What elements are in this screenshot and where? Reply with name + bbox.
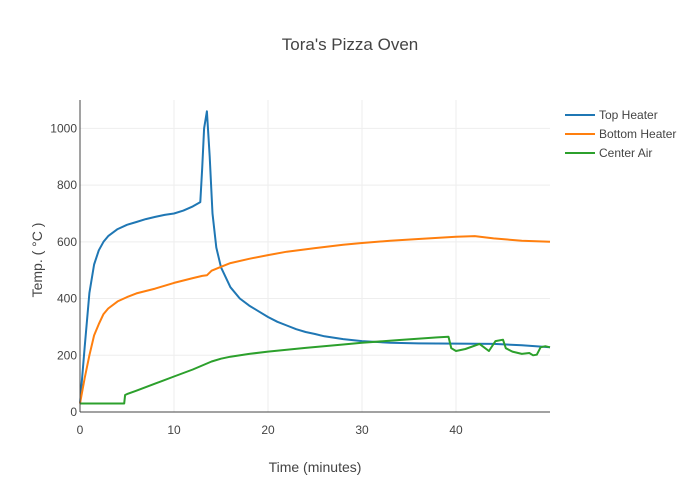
chart-title: Tora's Pizza Oven — [282, 35, 418, 54]
series-lines — [79, 110, 551, 405]
y-axis-title: Temp. ( °C ) — [29, 223, 45, 298]
y-tick-label: 800 — [57, 178, 77, 192]
series-line-center-air — [80, 335, 551, 405]
legend[interactable]: Top Heater Bottom Heater Center Air — [565, 108, 676, 160]
y-tick-label: 1000 — [50, 121, 77, 135]
y-tick-label: 400 — [57, 292, 77, 306]
legend-item-top-heater[interactable]: Top Heater — [565, 108, 658, 122]
x-tick-label: 40 — [449, 423, 463, 437]
legend-item-bottom-heater[interactable]: Bottom Heater — [565, 127, 676, 141]
x-tick-label: 20 — [261, 423, 275, 437]
y-tick-label: 0 — [70, 405, 77, 419]
legend-item-center-air[interactable]: Center Air — [565, 146, 652, 160]
series-line-bottom-heater — [79, 235, 551, 404]
grid-lines — [80, 100, 550, 412]
x-axis-title: Time (minutes) — [269, 459, 362, 475]
y-tick-label: 200 — [57, 348, 77, 362]
x-tick-label: 30 — [355, 423, 369, 437]
y-tick-label: 600 — [57, 235, 77, 249]
series-line-top-heater — [79, 110, 551, 404]
legend-label: Center Air — [599, 146, 652, 160]
legend-label: Bottom Heater — [599, 127, 676, 141]
x-tick-label: 0 — [77, 423, 84, 437]
x-tick-label: 10 — [167, 423, 181, 437]
legend-label: Top Heater — [599, 108, 658, 122]
